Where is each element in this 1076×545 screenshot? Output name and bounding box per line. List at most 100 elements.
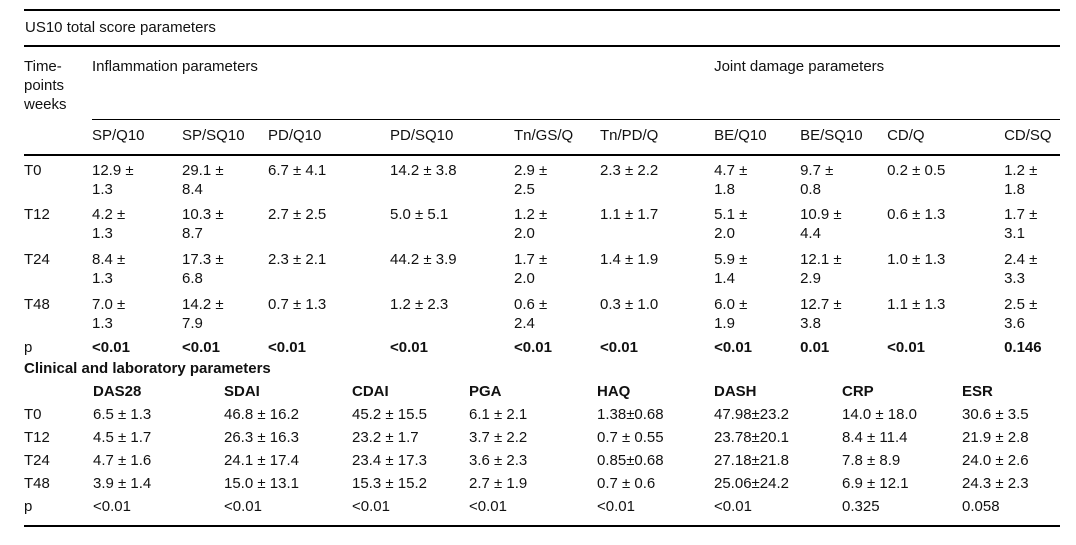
- us10-cell-t0-tn-gs-q: 2.9 ± 2.5: [514, 162, 548, 198]
- us10-cell-t12-sp-sq10: 10.3 ± 8.7: [182, 206, 224, 242]
- us10-cell-t0-cd-q: 0.2 ± 0.5: [887, 162, 946, 179]
- us10-col-header-tn-pd-q: Tn/PD/Q: [600, 119, 715, 156]
- clinical-row-t48: T48 3.9 ± 1.4 15.0 ± 13.1 15.3 ± 15.2 2.7 ± …: [24, 472, 1060, 495]
- us10-cell-t0-pd-q10: 6.7 ± 4.1: [268, 162, 327, 179]
- us10-cell-t24-tn-pd-q: 1.4 ± 1.9: [600, 251, 659, 268]
- us10-cell-t12-pd-q10: 2.7 ± 2.5: [268, 206, 327, 223]
- clinical-cell-t0-dash: 47.98±23.2: [714, 406, 789, 423]
- us10-row-t0: T0 12.9 ± 1.3 29.1 ± 8.4 6.7 ± 4.1 14.2 ± 3.…: [24, 155, 1060, 200]
- clinical-cell-t24-pga: 3.6 ± 2.3: [469, 452, 528, 469]
- us10-cell-t48-be-q10: 6.0 ± 1.9: [714, 296, 748, 332]
- us10-cell-t0-be-sq10: 9.7 ± 0.8: [800, 162, 834, 198]
- us10-col-header-pd-sq10: PD/SQ10: [390, 119, 514, 156]
- clinical-cell-t24-haq: 0.85±0.68: [597, 452, 664, 469]
- us10-pvalue-cd-sq: 0.146: [1004, 339, 1042, 356]
- us10-cell-t24-cd-q: 1.0 ± 1.3: [887, 251, 946, 268]
- us10-row-t48: T48 7.0 ± 1.3 14.2 ± 7.9 0.7 ± 1.3 1.2 ± 2.3…: [24, 290, 1060, 335]
- clinical-cell-t12-dash: 23.78±20.1: [714, 429, 789, 446]
- us10-col-header-be-sq10: BE/SQ10: [800, 119, 888, 156]
- us10-cell-t12-be-q10: 5.1 ± 2.0: [714, 206, 748, 242]
- us10-cell-t12-cd-sq: 1.7 ± 3.1: [1004, 206, 1038, 242]
- group-header-joint-damage: Joint damage parameters: [714, 47, 1061, 120]
- row-label: T24: [24, 251, 50, 268]
- us10-cell-t24-pd-q10: 2.3 ± 2.1: [268, 251, 327, 268]
- us10-cell-t0-sp-sq10: 29.1 ± 8.4: [182, 162, 224, 198]
- us10-cell-t12-sp-q10: 4.2 ± 1.3: [92, 206, 126, 242]
- us10-pvalue-sp-sq10: <0.01: [182, 339, 220, 356]
- clinical-col-header-haq: HAQ: [597, 383, 631, 400]
- us10-pvalue-be-q10: <0.01: [714, 339, 753, 356]
- row-label: T12: [24, 429, 50, 446]
- us10-pvalue-tn-pd-q: <0.01: [600, 339, 638, 356]
- us10-cell-t12-pd-sq10: 5.0 ± 5.1: [390, 206, 449, 223]
- clinical-cell-t12-esr: 21.9 ± 2.8: [962, 429, 1029, 446]
- clinical-header-spacer: [24, 380, 93, 403]
- us10-col-header-cd-sq: CD/SQ: [1004, 119, 1061, 156]
- us10-pvalue-sp-q10: <0.01: [92, 339, 130, 356]
- us10-cell-t48-cd-sq: 2.5 ± 3.6: [1004, 296, 1038, 332]
- us10-score-table: Time- points weeks Inflammation paramete…: [24, 47, 1061, 357]
- clinical-cell-t48-esr: 24.3 ± 2.3: [962, 475, 1029, 492]
- us10-cell-t48-sp-sq10: 14.2 ± 7.9: [182, 296, 224, 332]
- clinical-cell-t0-sdai: 46.8 ± 16.2: [224, 406, 299, 423]
- us10-row-t24: T24 8.4 ± 1.3 17.3 ± 6.8 2.3 ± 2.1 44.2 ± 3.…: [24, 245, 1060, 290]
- clinical-pvalue-sdai: <0.01: [224, 498, 262, 515]
- us10-cell-t24-cd-sq: 2.4 ± 3.3: [1004, 251, 1038, 287]
- us10-cell-t12-cd-q: 0.6 ± 1.3: [887, 206, 946, 223]
- us10-cell-t0-pd-sq10: 14.2 ± 3.8: [390, 162, 457, 179]
- us10-cell-t24-sp-q10: 8.4 ± 1.3: [92, 251, 126, 287]
- us10-cell-t48-tn-pd-q: 0.3 ± 1.0: [600, 296, 659, 313]
- clinical-cell-t24-das28: 4.7 ± 1.6: [93, 452, 152, 469]
- table-title: US10 total score parameters: [24, 9, 1060, 47]
- us10-cell-t24-sp-sq10: 17.3 ± 6.8: [182, 251, 224, 287]
- row-label: T48: [24, 475, 50, 492]
- clinical-row-p: p <0.01 <0.01 <0.01 <0.01 <0.01 <0.01 0.325 0.05…: [24, 495, 1060, 526]
- clinical-col-header-dash: DASH: [714, 383, 757, 400]
- clinical-pvalue-cdai: <0.01: [352, 498, 390, 515]
- clinical-col-header-crp: CRP: [842, 383, 874, 400]
- clinical-row-t0: T0 6.5 ± 1.3 46.8 ± 16.2 45.2 ± 15.5 6.1 ± 2…: [24, 403, 1060, 426]
- us10-cell-t48-tn-gs-q: 0.6 ± 2.4: [514, 296, 548, 332]
- us10-cell-t24-be-q10: 5.9 ± 1.4: [714, 251, 748, 287]
- us10-pvalue-tn-gs-q: <0.01: [514, 339, 552, 356]
- us10-cell-t24-tn-gs-q: 1.7 ± 2.0: [514, 251, 548, 287]
- clinical-cell-t0-das28: 6.5 ± 1.3: [93, 406, 152, 423]
- clinical-cell-t24-esr: 24.0 ± 2.6: [962, 452, 1029, 469]
- us10-pvalue-cd-q: <0.01: [887, 339, 926, 356]
- row-label: T0: [24, 162, 42, 179]
- clinical-cell-t48-cdai: 15.3 ± 15.2: [352, 475, 427, 492]
- clinical-cell-t12-pga: 3.7 ± 2.2: [469, 429, 528, 446]
- row-label: T24: [24, 452, 50, 469]
- us10-cell-t48-be-sq10: 12.7 ± 3.8: [800, 296, 842, 332]
- clinical-cell-t12-das28: 4.5 ± 1.7: [93, 429, 152, 446]
- clinical-cell-t0-crp: 14.0 ± 18.0: [842, 406, 917, 423]
- row-label: T0: [24, 406, 42, 423]
- clinical-pvalue-haq: <0.01: [597, 498, 635, 515]
- clinical-cell-t48-das28: 3.9 ± 1.4: [93, 475, 152, 492]
- us10-col-header-be-q10: BE/Q10: [714, 119, 801, 156]
- us10-col-header-pd-q10: PD/Q10: [268, 119, 390, 156]
- us10-pvalue-pd-sq10: <0.01: [390, 339, 428, 356]
- clinical-cell-t48-sdai: 15.0 ± 13.1: [224, 475, 299, 492]
- clinical-pvalue-pga: <0.01: [469, 498, 507, 515]
- clinical-pvalue-dash: <0.01: [714, 498, 752, 515]
- clinical-cell-t12-crp: 8.4 ± 11.4: [842, 429, 908, 446]
- clinical-col-header-esr: ESR: [962, 383, 993, 400]
- us10-cell-t0-sp-q10: 12.9 ± 1.3: [92, 162, 134, 198]
- group-header-inflammation: Inflammation parameters: [92, 47, 715, 120]
- us10-cell-t12-tn-gs-q: 1.2 ± 2.0: [514, 206, 548, 242]
- us10-cell-t24-be-sq10: 12.1 ± 2.9: [800, 251, 842, 287]
- clinical-cell-t48-haq: 0.7 ± 0.6: [597, 475, 656, 492]
- us10-cell-t48-cd-q: 1.1 ± 1.3: [887, 296, 946, 313]
- clinical-cell-t24-crp: 7.8 ± 8.9: [842, 452, 901, 469]
- clinical-cell-t48-crp: 6.9 ± 12.1: [842, 475, 909, 492]
- clinical-cell-t12-haq: 0.7 ± 0.55: [597, 429, 664, 446]
- clinical-pvalue-crp: 0.325: [842, 498, 880, 515]
- clinical-cell-t12-cdai: 23.2 ± 1.7: [352, 429, 419, 446]
- row-label: T48: [24, 296, 50, 313]
- us10-cell-t12-tn-pd-q: 1.1 ± 1.7: [600, 206, 659, 223]
- clinical-row-t24: T24 4.7 ± 1.6 24.1 ± 17.4 23.4 ± 17.3 3.6 ± …: [24, 449, 1060, 472]
- us10-col-header-tn-gs-q: Tn/GS/Q: [514, 119, 600, 156]
- row-label: p: [24, 498, 33, 515]
- us10-row-p: p <0.01 <0.01 <0.01 <0.01 <0.01 <0.01 <0.01 0.01…: [24, 335, 1060, 357]
